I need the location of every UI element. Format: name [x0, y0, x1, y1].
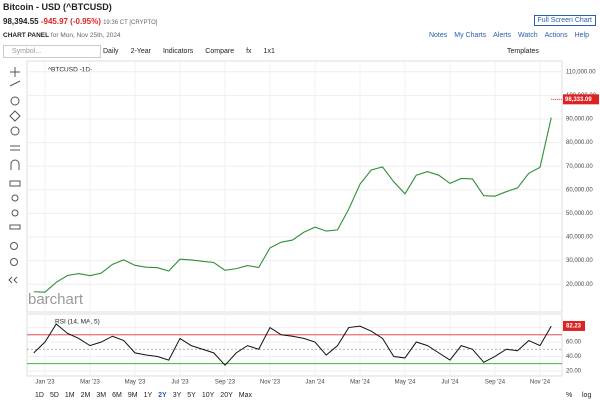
templates[interactable]: Templates [507, 48, 539, 55]
rsi-line [33, 323, 552, 366]
x-tick-label: Nov '23 [260, 380, 281, 386]
watermark: barchart [28, 291, 84, 308]
rsi-last-label: 82.23 [566, 324, 582, 330]
change: -945.97 (-0.95%) [40, 17, 101, 26]
plot-frame [26, 60, 563, 313]
y-tick-label: 40,000.00 [566, 235, 593, 241]
toolbar: Daily 2-Year Indicators Compare fx 1x1 [103, 48, 287, 55]
rsi-frame [26, 313, 563, 377]
x-tick-label: Jan '24 [305, 380, 325, 386]
action-button[interactable]: Alerts [493, 32, 512, 39]
panel-date: for Mon, Nov 25th, 2024 [50, 32, 121, 39]
toolbar-button[interactable]: 2-Year [130, 48, 151, 55]
range-button[interactable]: 3Y [172, 392, 182, 399]
rsi-tick-label: 20.00 [566, 369, 582, 375]
x-tick-label: Nov '24 [530, 380, 551, 386]
action-button[interactable]: Watch [518, 32, 538, 39]
last-price-badge [563, 94, 599, 105]
time: 19:36 CT [CRYPTO] [103, 20, 158, 26]
toolbar-button[interactable]: Compare [205, 48, 235, 55]
panel-info: CHART PANEL for Mon, Nov 25th, 2024 [3, 32, 121, 39]
percent-toggle[interactable]: % [566, 392, 573, 399]
range-button[interactable]: 9M [127, 392, 138, 399]
toolbar-button[interactable]: Daily [103, 48, 119, 55]
left-tools[interactable] [8, 67, 21, 284]
toolbar-button[interactable]: 1x1 [263, 48, 275, 55]
panel-label: CHART PANEL [3, 32, 50, 39]
x-tick-label: Jul '23 [171, 380, 189, 386]
y-tick-label: 80,000.00 [566, 140, 593, 146]
y-tick-label: 20,000.00 [566, 282, 593, 288]
log-toggle[interactable]: log [582, 392, 592, 399]
x-tick-label: May '24 [395, 380, 416, 386]
x-tick-label: Sep '24 [485, 380, 506, 386]
range-button[interactable]: 10Y [201, 392, 215, 399]
range-button[interactable]: 1M [64, 392, 75, 399]
symbol-input[interactable]: Symbol... [3, 45, 101, 58]
y-tick-label: 110,000.00 [566, 69, 596, 75]
range-button[interactable]: 5Y [187, 392, 196, 399]
y-tick-label: 50,000.00 [566, 211, 593, 217]
range-button[interactable]: Max [238, 392, 252, 399]
y-tick-label: 70,000.00 [566, 164, 593, 170]
ranges: 1D 5D 1M 2M 3M 6M 9M 1Y 2Y 3Y 5Y 10Y 20Y Max [35, 392, 258, 399]
legend-label: ^BTCUSD -1D- [48, 67, 92, 74]
range-button[interactable]: 1D [35, 392, 44, 399]
x-tick-label: Jan '23 [35, 380, 55, 386]
toolbar-button[interactable]: Indicators [162, 48, 194, 55]
quote: 98,394.55 -945.97 (-0.95%) 19:36 CT [CRY… [3, 17, 157, 26]
action-button[interactable]: Actions [544, 32, 568, 39]
range-button[interactable]: 5D [49, 392, 59, 399]
y-tick-label: 60,000.00 [566, 187, 593, 193]
title: Bitcoin - USD (^BTCUSD) [3, 2, 112, 12]
last-price-label: 98,333.09 [565, 97, 592, 103]
x-tick-label: May '23 [125, 380, 146, 386]
range-button[interactable]: 2M [80, 392, 91, 399]
action-button[interactable]: My Charts [454, 32, 487, 39]
toolbar-button[interactable]: fx [246, 48, 252, 55]
rsi-last-badge [563, 320, 585, 331]
range-button[interactable]: 3M [96, 392, 107, 399]
y-tick-label: 30,000.00 [566, 258, 593, 264]
range-button[interactable]: 1Y [143, 392, 153, 399]
rsi-tick-label: 40.00 [566, 354, 582, 360]
action-button[interactable]: Notes [428, 32, 448, 39]
rsi-label: RSI (14, MA, 5) [55, 319, 100, 326]
price: 98,394.55 [3, 17, 39, 26]
price-line [33, 117, 552, 293]
rsi-tick-label: 60.00 [566, 340, 582, 346]
x-tick-label: Jul '24 [441, 380, 459, 386]
x-tick-label: Sep '23 [215, 380, 236, 386]
x-tick-label: Mar '24 [350, 380, 370, 386]
full-screen-button[interactable]: Full Screen Chart [533, 15, 596, 26]
range-button[interactable]: 6M [112, 392, 122, 399]
action-button[interactable]: Help [574, 32, 589, 39]
actions: Notes My Charts Alerts Watch Actions Help [429, 32, 596, 39]
range-button[interactable]: 20Y [220, 392, 233, 399]
x-tick-label: Mar '23 [80, 380, 100, 386]
range-button[interactable]: 2Y [158, 392, 167, 399]
y-tick-label: 90,000.00 [566, 117, 593, 123]
